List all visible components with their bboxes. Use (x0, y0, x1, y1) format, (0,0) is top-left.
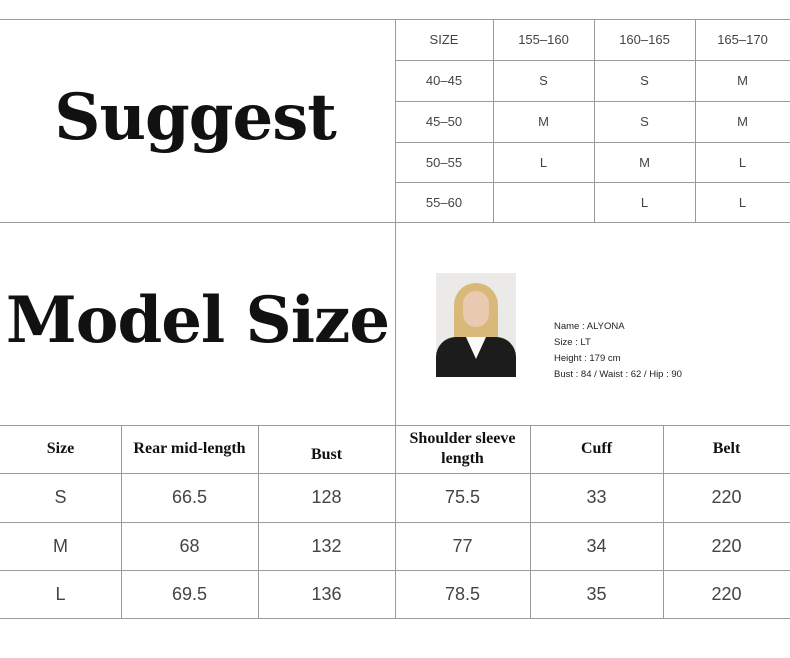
divider (121, 425, 122, 618)
divider (594, 19, 595, 222)
model-height: Height : 179 cm (554, 353, 621, 364)
size-header-cell: Size (46, 440, 75, 457)
size-header-cell: Cuff (580, 440, 613, 457)
size-cell: 136 (311, 583, 342, 604)
size-cell: 33 (586, 487, 607, 507)
divider (0, 618, 790, 619)
size-cell: 34 (586, 535, 607, 556)
model-size-title: Model Size (5, 283, 390, 358)
suggest-cell: M (737, 73, 748, 88)
suggest-cell: L (738, 154, 747, 170)
suggest-cell: M (737, 114, 748, 129)
suggest-header-cell: 155–160 (518, 32, 569, 47)
divider (395, 425, 396, 618)
size-cell: 128 (311, 487, 342, 507)
suggest-cell: 55–60 (425, 194, 463, 210)
size-cell: 132 (311, 535, 342, 556)
model-size: Size : LT (554, 337, 591, 348)
divider (695, 19, 696, 222)
suggest-cell: S (640, 73, 649, 88)
divider (493, 19, 494, 222)
suggest-cell: M (538, 114, 549, 129)
size-cell: 68 (179, 535, 200, 556)
suggest-header-cell: 165–170 (717, 32, 768, 47)
divider (0, 473, 790, 474)
size-cell: 69.5 (171, 583, 208, 604)
size-cell: L (55, 583, 66, 604)
divider (0, 522, 790, 523)
suggest-cell: L (539, 154, 548, 170)
divider (395, 101, 790, 102)
suggest-cell: 40–45 (425, 73, 463, 88)
suggest-cell: 50–55 (425, 154, 463, 170)
suggest-cell (493, 182, 594, 222)
suggest-cell: S (640, 114, 649, 129)
suggest-header-cell: SIZE (429, 32, 459, 47)
size-cell: 220 (711, 583, 742, 604)
model-photo (436, 273, 516, 377)
suggest-title: Suggest (54, 80, 337, 155)
size-cell: M (53, 535, 68, 556)
divider (395, 142, 790, 143)
suggest-cell: L (738, 194, 747, 210)
divider (530, 425, 531, 618)
size-header-cell: Belt (712, 440, 741, 457)
divider (258, 425, 259, 618)
size-cell: 35 (586, 583, 607, 604)
size-cell: 66.5 (171, 487, 208, 507)
model-name: Name : ALYONA (554, 321, 625, 332)
divider (663, 425, 664, 618)
size-cell: 77 (452, 535, 473, 556)
suggest-cell: S (539, 73, 548, 88)
divider (395, 182, 790, 183)
suggest-cell: L (640, 194, 649, 210)
size-cell: 220 (711, 487, 742, 507)
size-header-cell: Bust (310, 446, 343, 463)
divider (0, 570, 790, 571)
size-cell: S (54, 487, 67, 507)
suggest-header-cell: 160–165 (619, 32, 670, 47)
size-cell: 78.5 (444, 583, 481, 604)
size-cell: 75.5 (444, 487, 481, 507)
divider (395, 60, 790, 61)
size-header-cell: Rear mid-length (133, 440, 246, 457)
model-measures: Bust : 84 / Waist : 62 / Hip : 90 (554, 369, 682, 380)
suggest-cell: 45–50 (425, 114, 463, 129)
model-info: Name : ALYONA Size : LT Height : 179 cm … (554, 319, 682, 383)
size-cell: 220 (711, 535, 742, 556)
size-header-cell: Shoulder sleeve length (409, 430, 516, 467)
suggest-cell: M (639, 154, 650, 170)
